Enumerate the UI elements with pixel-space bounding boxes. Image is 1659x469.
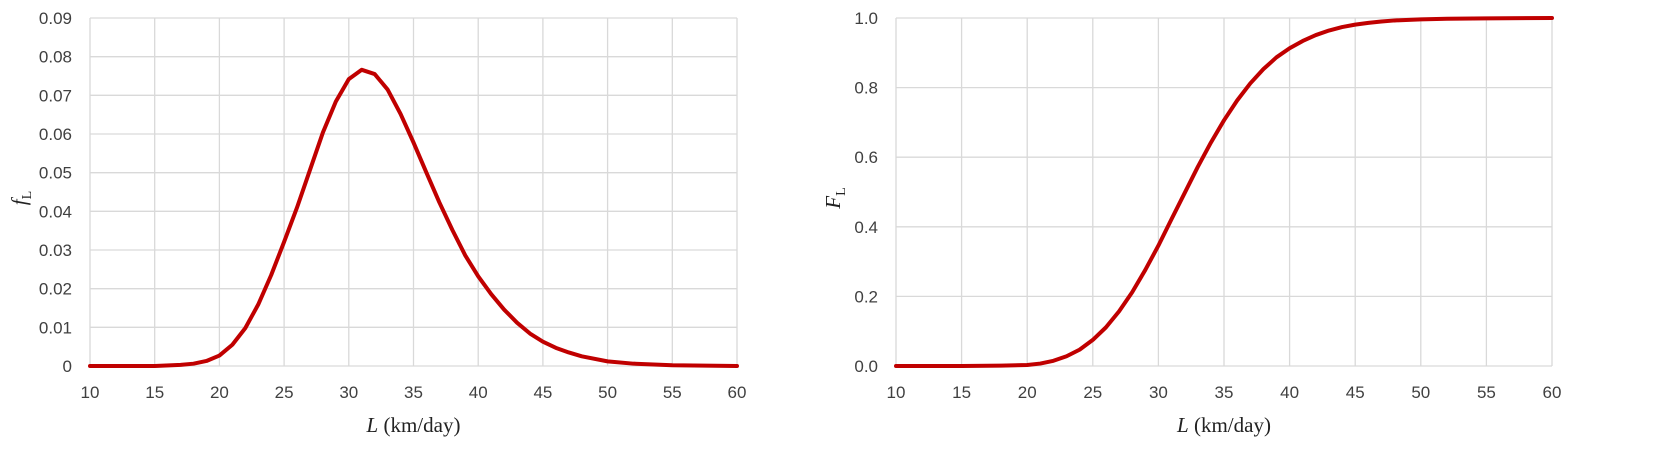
x-tick-label: 15 [952,383,971,402]
y-tick-label: 0.8 [854,79,878,98]
x-tick-label: 30 [339,383,358,402]
y-tick-label: 0.02 [39,280,72,299]
y-tick-label: 0.04 [39,202,72,221]
x-tick-label: 60 [728,383,747,402]
x-tick-label: 20 [1018,383,1037,402]
x-tick-label: 50 [598,383,617,402]
y-axis-label: FL [821,187,849,209]
x-tick-label: 10 [81,383,100,402]
y-tick-label: 0.06 [39,125,72,144]
x-tick-label: 50 [1411,383,1430,402]
y-tick-label: 0.09 [39,9,72,28]
x-axis-label: L (km/day) [366,413,461,437]
x-tick-label: 40 [1280,383,1299,402]
series-line [894,16,1554,368]
y-tick-label: 1.0 [854,9,878,28]
x-tick-label: 60 [1543,383,1562,402]
x-tick-label: 45 [1346,383,1365,402]
chart-1: 10 15 20 25 30 35 40 45 50 55 60 0 0.01 0.02 0.03 0.04 0… [7,9,746,437]
x-tick-label: 30 [1149,383,1168,402]
y-tick-label: 0.2 [854,287,878,306]
chart-2: 10 15 20 25 30 35 40 45 50 55 60 0.0 0.2 0.4 0.6 0.8 1.0… [821,9,1561,437]
y-tick-label: 0.08 [39,48,72,67]
y-tick-label: 0.07 [39,86,72,105]
x-tick-label: 20 [210,383,229,402]
x-tick-label: 35 [404,383,423,402]
y-tick-label: 0.6 [854,148,878,167]
x-tick-label: 25 [275,383,294,402]
x-tick-label: 45 [533,383,552,402]
x-tick-label: 55 [1477,383,1496,402]
x-axis-label: L (km/day) [1176,413,1271,437]
x-tick-label: 15 [145,383,164,402]
series-line [88,67,739,368]
y-tick-label: 0 [63,357,72,376]
y-tick-label: 0.01 [39,318,72,337]
x-tick-label: 35 [1215,383,1234,402]
x-tick-label: 25 [1083,383,1102,402]
y-tick-label: 0.0 [854,357,878,376]
y-tick-label: 0.4 [854,218,878,237]
y-tick-label: 0.03 [39,241,72,260]
y-tick-label: 0.05 [39,164,72,183]
y-axis-label: fL [7,191,35,205]
x-tick-label: 40 [469,383,488,402]
x-tick-label: 10 [887,383,906,402]
x-tick-label: 55 [663,383,682,402]
